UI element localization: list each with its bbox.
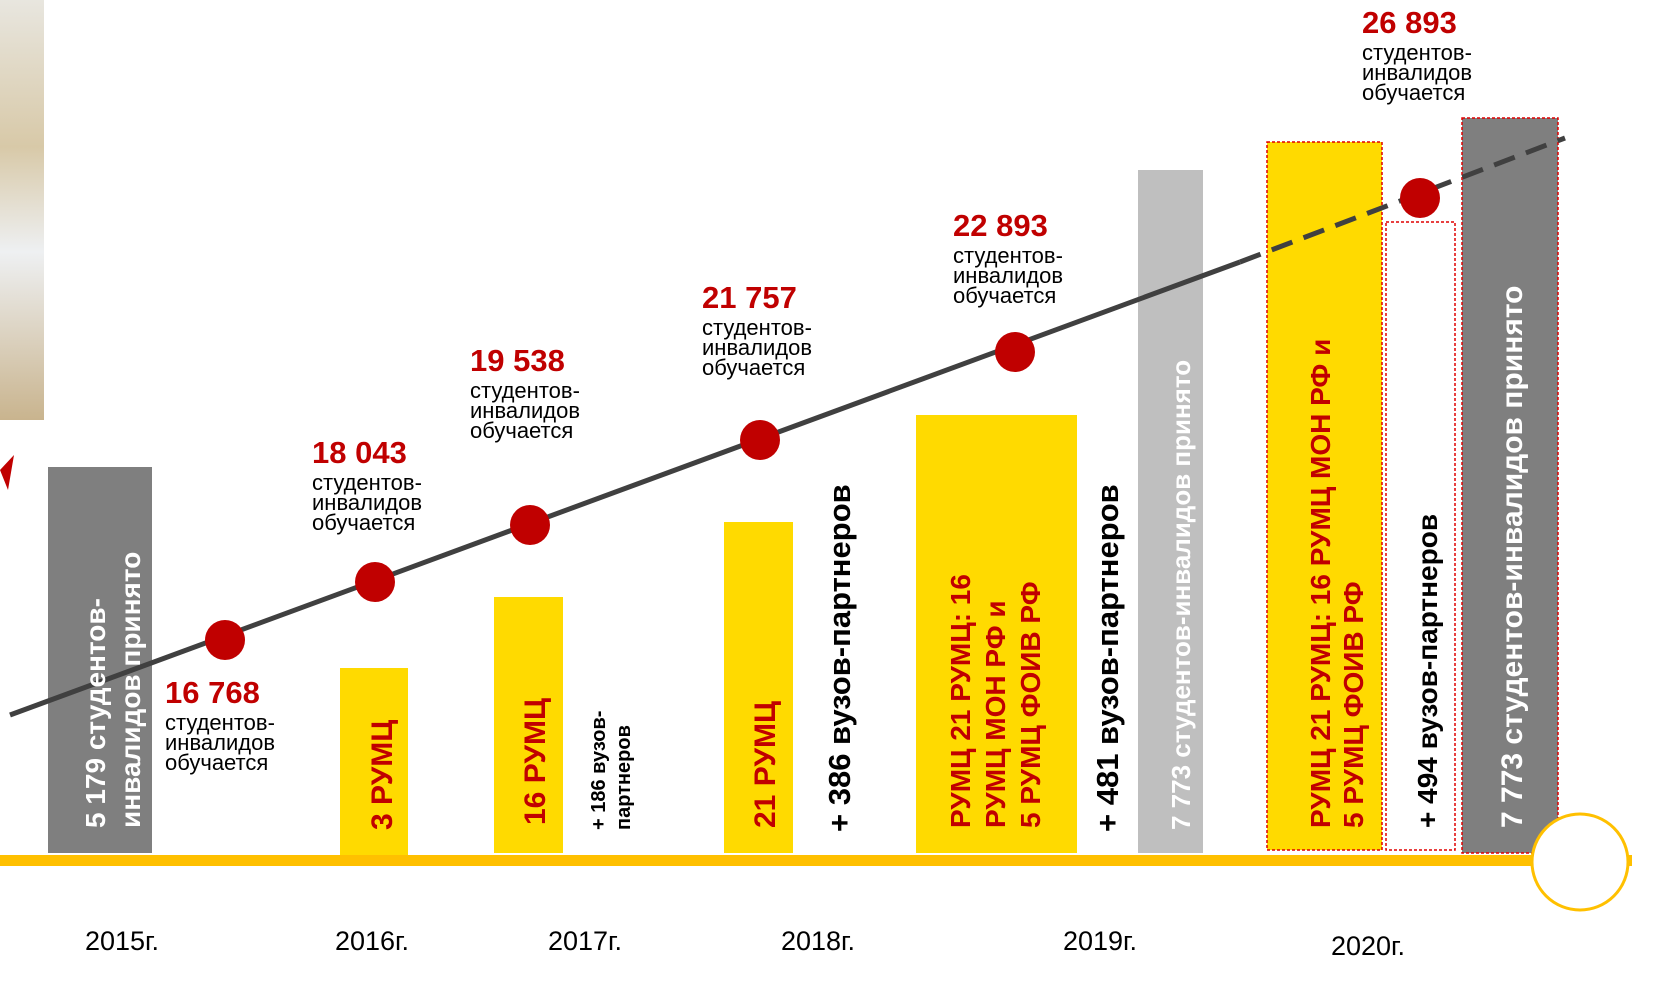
arrow-fragment bbox=[0, 455, 14, 490]
dot bbox=[205, 620, 245, 660]
milestone-caption: обучается bbox=[702, 355, 805, 380]
year-label: 2017г. bbox=[548, 926, 622, 956]
column-text: 16 РУМЦ bbox=[519, 698, 552, 825]
milestone-caption: обучается bbox=[1362, 80, 1465, 105]
milestone-caption: обучается bbox=[953, 283, 1056, 308]
milestone-caption: студентов- bbox=[702, 315, 812, 340]
milestone-caption: студентов- bbox=[1362, 40, 1472, 65]
milestone-caption: обучается bbox=[312, 510, 415, 535]
column bbox=[916, 415, 1077, 853]
column-text: + 186 вузов- bbox=[588, 711, 610, 830]
column-text: РУМЦ 21 РУМЦ: 16 РУМЦ МОН РФ и bbox=[1305, 339, 1336, 828]
year-label: 2020г. bbox=[1331, 931, 1405, 961]
column-text: 7 773 студентов-инвалидов принято bbox=[1166, 360, 1196, 830]
milestone-caption: инвалидов bbox=[165, 730, 275, 755]
milestone-caption: студентов- bbox=[312, 470, 422, 495]
column-text: 5 РУМЦ ФОИВ РФ bbox=[1015, 581, 1046, 828]
column-text: + 386 вузов-партнеров bbox=[822, 484, 857, 832]
milestone-caption: обучается bbox=[165, 750, 268, 775]
column-text: 7 773 студентов-инвалидов принято bbox=[1496, 286, 1529, 828]
column bbox=[1385, 221, 1456, 851]
years: 2015г. 2016г. 2017г. 2018г. 2019г. 2020г… bbox=[85, 926, 1405, 961]
milestone-caption: инвалидов bbox=[470, 398, 580, 423]
year-label: 2015г. bbox=[85, 926, 159, 956]
column bbox=[1266, 141, 1383, 851]
timeline-bar bbox=[0, 855, 1632, 866]
milestone-number: 21 757 bbox=[702, 280, 797, 315]
milestone-number: 26 893 bbox=[1362, 5, 1457, 40]
column bbox=[48, 467, 152, 853]
milestone-number: 19 538 bbox=[470, 343, 565, 378]
milestone-caption: студентов- bbox=[165, 710, 275, 735]
milestone-caption: инвалидов bbox=[1362, 60, 1472, 85]
milestone-caption: инвалидов bbox=[702, 335, 812, 360]
badge bbox=[1530, 812, 1630, 912]
column bbox=[1461, 117, 1559, 854]
year-label: 2019г. bbox=[1063, 926, 1137, 956]
milestone-caption: обучается bbox=[470, 418, 573, 443]
milestone-caption: студентов- bbox=[470, 378, 580, 403]
column-text: РУМЦ МОН РФ и bbox=[980, 600, 1011, 828]
column-text: 5 179 студентов- bbox=[80, 598, 111, 828]
milestone-caption: инвалидов bbox=[312, 490, 422, 515]
milestone-caption: инвалидов bbox=[953, 263, 1063, 288]
column bbox=[724, 522, 793, 853]
column-text: + 481 вузов-партнеров bbox=[1090, 484, 1125, 832]
column-text: 21 РУМЦ bbox=[749, 701, 782, 828]
column bbox=[340, 668, 408, 858]
column-labels: 5 179 студентов- инвалидов принято 3 РУМ… bbox=[80, 286, 1529, 832]
milestone-caption: студентов- bbox=[953, 243, 1063, 268]
year-label: 2018г. bbox=[781, 926, 855, 956]
dot bbox=[1400, 178, 1440, 218]
dot bbox=[995, 332, 1035, 372]
dot bbox=[510, 505, 550, 545]
column-text: инвалидов принято bbox=[115, 552, 146, 828]
milestones: 16 768 студентов- инвалидов обучается 18… bbox=[165, 5, 1472, 775]
column bbox=[494, 597, 563, 853]
year-label: 2016г. bbox=[335, 926, 409, 956]
column-text: партнеров bbox=[613, 725, 635, 830]
milestone-number: 22 893 bbox=[953, 208, 1048, 243]
column bbox=[1138, 170, 1203, 853]
photo bbox=[0, 0, 44, 420]
column-text: 5 РУМЦ ФОИВ РФ bbox=[1338, 581, 1369, 828]
milestone-number: 18 043 bbox=[312, 435, 407, 470]
dot bbox=[355, 562, 395, 602]
milestone-number: 16 768 bbox=[165, 675, 260, 710]
dot bbox=[740, 420, 780, 460]
column-text: РУМЦ 21 РУМЦ: 16 bbox=[945, 574, 976, 828]
column-text: + 494 вузов-партнеров bbox=[1412, 514, 1443, 828]
column-text: 3 РУМЦ bbox=[366, 720, 399, 830]
